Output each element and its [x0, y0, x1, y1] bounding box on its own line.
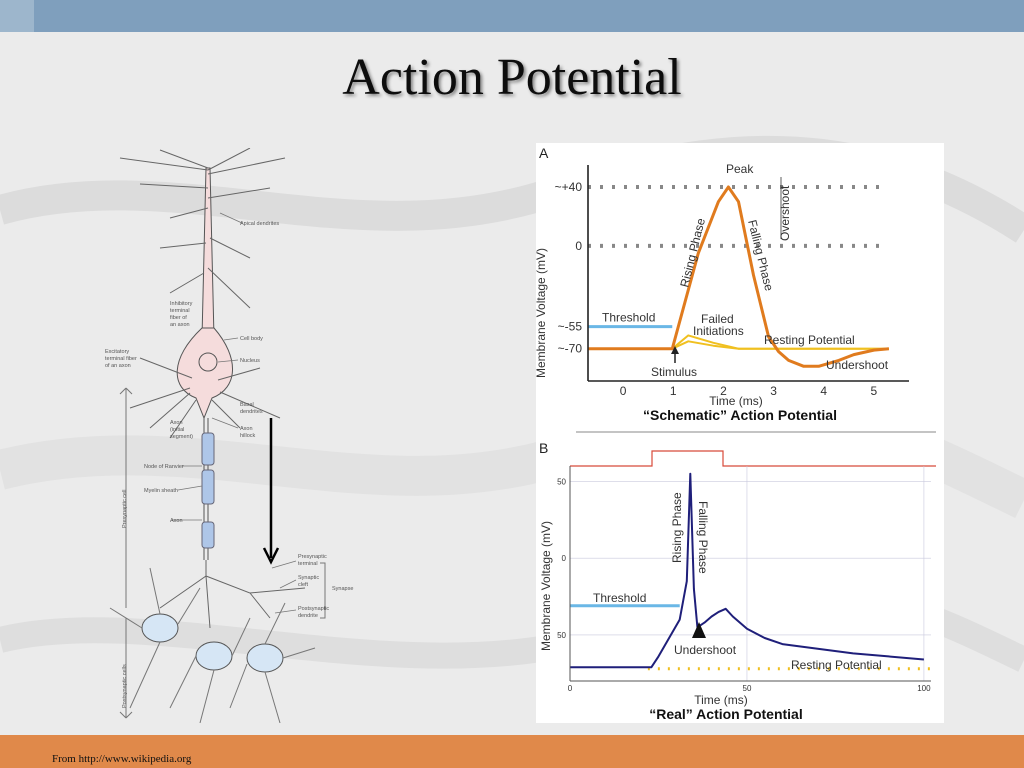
chart-a-panel: A Threshold ~+40 0 ~-55 ~-70 0 1 2 3 4 5 Membran…: [534, 143, 944, 433]
chart-a-ytick-3: ~-70: [558, 342, 583, 356]
chart-a-ylabel: Membrane Voltage (mV): [536, 248, 548, 378]
undershoot-arrow-icon: [692, 622, 706, 638]
label-presynaptic-terminal-2: terminal: [298, 561, 318, 567]
label-node-of-ranvier: Node of Ranvier: [144, 464, 184, 470]
chart-b-panel: B Threshold 50 0 50 0 50 100 Membrane Voltag…: [536, 433, 944, 723]
label-inhibitory-2: terminal: [170, 308, 190, 314]
label-axon-hillock-1: Axon: [240, 426, 253, 432]
label-excitatory-2: terminal fiber: [105, 356, 137, 362]
label-apical-dendrites: Apical dendrites: [240, 221, 279, 227]
chart-b-xtick-1: 50: [743, 684, 752, 693]
chart-b-undershoot-label: Undershoot: [674, 643, 737, 657]
chart-a-ytick-0: ~+40: [555, 180, 583, 194]
chart-b-rising-phase-label: Rising Phase: [670, 492, 684, 563]
chart-b-threshold-label: Threshold: [593, 591, 646, 605]
label-synapse: Synapse: [332, 586, 353, 592]
label-axon-initial-2: (initial: [170, 427, 184, 433]
chart-a-failed-label: Failed: [701, 312, 734, 326]
source-credit: From http://www.wikipedia.org: [52, 753, 192, 765]
label-axon-initial-1: Axon: [170, 420, 183, 426]
chart-a-xtick-1: 1: [670, 384, 677, 398]
chart-a-xtick-0: 0: [620, 384, 627, 398]
chart-a-undershoot-label: Undershoot: [826, 358, 889, 372]
chart-a-ytick-2: ~-55: [558, 320, 583, 334]
chart-a-series-line-0: [588, 185, 890, 368]
chart-a-xtick-2: 2: [720, 384, 727, 398]
label-postsynaptic-dendrite-2: dendrite: [298, 613, 318, 619]
label-postsynaptic-dendrite-1: Postsynaptic: [298, 606, 329, 612]
chart-a-title: “Schematic” Action Potential: [643, 407, 837, 423]
chart-b-title: “Real” Action Potential: [649, 706, 803, 722]
chart-a-threshold-label: Threshold: [602, 311, 655, 325]
chart-a-resting-label: Resting Potential: [764, 333, 855, 347]
chart-a-xtick-4: 4: [820, 384, 827, 398]
bottom-accent-bar: [0, 735, 1024, 768]
neuron-diagram: Apical dendrites Inhibitory terminal fib…: [105, 148, 353, 723]
label-axon-hillock-2: hillock: [240, 433, 256, 439]
label-myelin-sheath: Myelin sheath: [144, 488, 178, 494]
chart-a-peak-label: Peak: [726, 162, 754, 176]
label-cell-body: Cell body: [240, 336, 263, 342]
chart-b-ylabel: Membrane Voltage (mV): [539, 521, 553, 651]
chart-a-panel-label: A: [539, 145, 549, 161]
label-basal-dendrites-2: dendrites: [240, 409, 263, 415]
chart-b-xtick-0: 0: [568, 684, 573, 693]
chart-b-falling-phase-label: Falling Phase: [696, 501, 710, 574]
chart-a-xtick-3: 3: [770, 384, 777, 398]
chart-b-ytick-2: 50: [557, 631, 566, 640]
chart-a-overshoot-label: Overshoot: [778, 185, 792, 241]
slide-title: Action Potential: [342, 49, 682, 106]
label-excitatory-1: Excitatory: [105, 349, 129, 355]
chart-b-ytick-0: 50: [557, 477, 566, 486]
chart-a-rising-phase-label: Rising Phase: [677, 216, 708, 288]
label-nucleus: Nucleus: [240, 358, 260, 364]
label-axon-initial-3: segment): [170, 434, 193, 440]
chart-b-ytick-1: 0: [562, 554, 567, 563]
chart-a-initiations-label: Initiations: [693, 324, 744, 338]
label-presynaptic-cell: Presynaptic cell: [122, 489, 128, 528]
label-inhibitory-1: Inhibitory: [170, 301, 193, 307]
chart-a-series-line-1: [671, 334, 889, 350]
label-excitatory-3: of an axon: [105, 363, 131, 369]
label-synaptic-cleft-1: Synaptic: [298, 575, 319, 581]
chart-b-xlabel: Time (ms): [694, 693, 748, 707]
real-action-potential-chart: B Threshold 50 0 50 0 50 100 Membrane Voltag…: [539, 440, 936, 722]
label-synaptic-cleft-2: cleft: [298, 582, 309, 588]
schematic-action-potential-chart: A Threshold ~+40 0 ~-55 ~-70 0 1 2 3 4 5 Membran…: [534, 145, 936, 433]
chart-b-resting-label: Resting Potential: [791, 658, 882, 672]
top-accent-bar: [0, 0, 1024, 32]
stimulus-arrow-icon: [671, 346, 679, 354]
chart-b-series-line-0: [570, 472, 924, 669]
chart-a-ytick-1: 0: [575, 239, 582, 253]
label-postsynaptic-cell: Postsynaptic cells: [122, 664, 128, 708]
label-inhibitory-3: fiber of: [170, 315, 187, 321]
label-basal-dendrites-1: Basal: [240, 402, 254, 408]
chart-a-stimulus-label: Stimulus: [651, 365, 697, 379]
chart-a-xlabel: Time (ms): [709, 394, 763, 408]
chart-b-panel-label: B: [539, 440, 548, 456]
label-axon: Axon: [170, 518, 183, 524]
chart-a-xtick-5: 5: [871, 384, 878, 398]
label-presynaptic-terminal-1: Presynaptic: [298, 554, 327, 560]
chart-b-xtick-2: 100: [917, 684, 931, 693]
label-inhibitory-4: an axon: [170, 322, 190, 328]
